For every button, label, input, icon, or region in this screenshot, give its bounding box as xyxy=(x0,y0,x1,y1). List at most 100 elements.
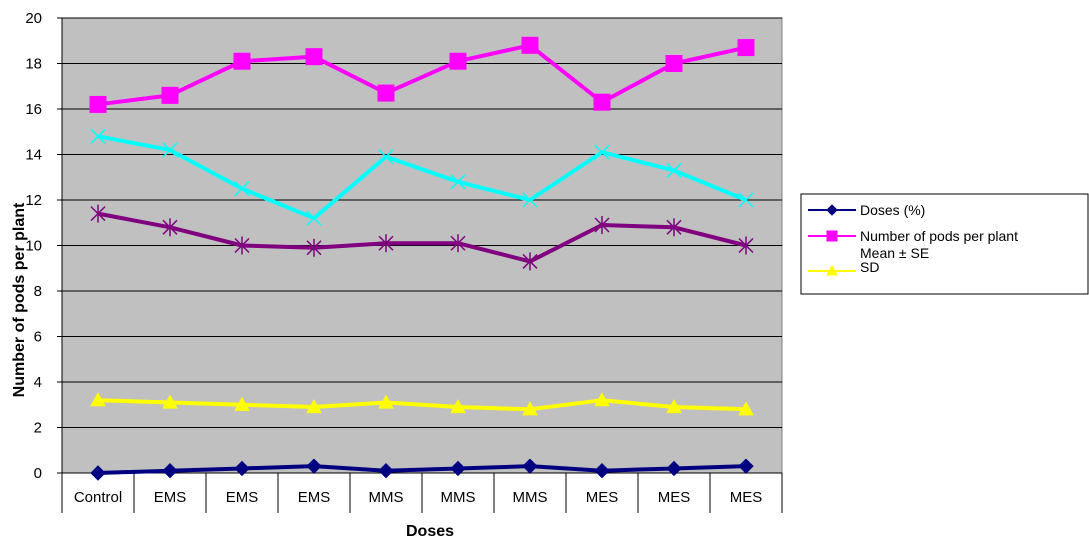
series-3-point-3-b xyxy=(306,210,322,226)
x-tick-label-6: MMS xyxy=(513,489,548,506)
series-4-point-5 xyxy=(450,234,466,253)
series-1-point-9 xyxy=(737,39,755,57)
y-tick-label-7: 14 xyxy=(25,147,42,164)
series-4-point-2 xyxy=(234,236,250,255)
series-2-point-1 xyxy=(162,394,178,409)
series-2-point-3 xyxy=(306,398,322,414)
series-3-point-6 xyxy=(522,192,538,208)
legend-marker-3 xyxy=(826,264,838,276)
series-0-point-3 xyxy=(306,458,322,474)
series-1-point-7 xyxy=(593,93,611,111)
series-3-point-9 xyxy=(738,192,754,208)
series-3-point-7-b xyxy=(594,144,610,160)
series-2-point-4 xyxy=(378,394,394,409)
series-0-point-9 xyxy=(738,458,754,474)
series-4-point-6 xyxy=(522,252,538,271)
series-2-point-5 xyxy=(450,398,466,414)
y-axis-title: Number of pods per plant xyxy=(11,202,28,397)
series-line-3 xyxy=(97,134,747,221)
series-3-point-4-b xyxy=(378,149,394,165)
series-1-point-4 xyxy=(377,84,395,102)
series-1-point-1 xyxy=(161,86,179,104)
series-3-point-3 xyxy=(306,210,322,226)
gridlines xyxy=(61,17,782,474)
series-2-point-7 xyxy=(594,392,610,407)
y-tick-label-8: 16 xyxy=(25,101,42,118)
legend-label-pods: Number of pods per plant xyxy=(860,228,1018,244)
y-tick-label-9: 18 xyxy=(25,56,42,73)
series-0-point-7 xyxy=(594,463,610,479)
legend-label-mean-se: Mean ± SE xyxy=(860,245,929,261)
x-axis-ticks: Control EMS EMS EMS MMS MMS MMS MES MES MES xyxy=(61,473,783,513)
y-tick-label-4: 8 xyxy=(34,283,42,300)
series-2-point-0 xyxy=(90,392,106,407)
series-4-point-4 xyxy=(378,234,394,253)
y-tick-label-1: 2 xyxy=(34,420,42,437)
x-tick-label-4: MMS xyxy=(369,489,404,506)
series-3-point-2 xyxy=(234,181,250,197)
legend-marker-0 xyxy=(826,204,838,216)
series-1-point-2 xyxy=(233,52,251,70)
y-tick-label-0: 0 xyxy=(34,465,42,482)
y-tick-label-6: 12 xyxy=(25,192,42,209)
series-3-point-0-b xyxy=(90,128,106,144)
series-line-0 xyxy=(97,464,747,475)
x-tick-label-9: MES xyxy=(730,489,763,506)
series-3-point-6-b xyxy=(522,192,538,208)
series-0-point-0 xyxy=(90,465,106,481)
legend-label-sd: SD xyxy=(860,259,879,275)
x-tick-label-5: MMS xyxy=(441,489,476,506)
x-tick-label-0: Control xyxy=(74,489,122,506)
series-lines xyxy=(89,36,755,481)
series-3-point-5-b xyxy=(450,174,466,190)
series-2-point-2 xyxy=(234,396,250,411)
series-3-point-9-b xyxy=(738,192,754,208)
series-4-point-3 xyxy=(306,238,322,257)
legend-label-doses: Doses (%) xyxy=(860,202,925,218)
y-tick-label-2: 4 xyxy=(34,374,42,391)
series-1-point-0 xyxy=(89,95,107,113)
series-2-point-6 xyxy=(522,401,538,416)
series-line-2 xyxy=(97,398,747,412)
series-1-point-8 xyxy=(665,55,683,72)
series-3-point-0 xyxy=(90,128,106,144)
series-3-point-8-b xyxy=(666,162,682,178)
series-1-point-6 xyxy=(521,36,539,54)
series-3-point-7 xyxy=(594,144,610,160)
series-3-point-1-b xyxy=(162,142,178,158)
series-line-4 xyxy=(97,211,747,264)
x-tick-label-8: MES xyxy=(658,489,691,506)
y-tick-label-3: 6 xyxy=(34,329,42,346)
series-3-point-4 xyxy=(378,149,394,165)
series-2-point-8 xyxy=(666,398,682,414)
y-tick-label-5: 10 xyxy=(25,238,42,255)
series-3-point-5 xyxy=(450,174,466,190)
series-4-point-9 xyxy=(738,236,754,255)
series-2-point-9 xyxy=(738,401,754,416)
series-4-point-1 xyxy=(162,218,178,237)
series-0-point-1 xyxy=(162,463,178,479)
y-axis-ticks: 0 2 4 6 8 10 12 14 16 18 20 xyxy=(25,10,62,482)
x-tick-label-7: MES xyxy=(586,489,619,506)
y-tick-label-10: 20 xyxy=(25,10,42,27)
series-0-point-6 xyxy=(522,458,538,474)
series-4-point-8 xyxy=(666,218,682,237)
series-3-point-1 xyxy=(162,142,178,158)
series-1-point-3 xyxy=(305,48,323,66)
series-0-point-2 xyxy=(234,460,250,477)
x-axis-title: Doses xyxy=(406,523,454,540)
legend-marker-1 xyxy=(826,230,838,242)
series-0-point-5 xyxy=(450,460,466,477)
x-tick-label-3: EMS xyxy=(298,489,331,506)
series-3-point-8 xyxy=(666,162,682,178)
series-0-point-8 xyxy=(666,460,682,477)
series-4-point-0 xyxy=(90,204,106,223)
legend-markers xyxy=(808,204,856,276)
series-4-point-7 xyxy=(594,216,610,235)
series-line-1 xyxy=(97,43,747,107)
series-1-point-5 xyxy=(449,52,467,70)
series-3-point-2-b xyxy=(234,181,250,197)
series-0-point-4 xyxy=(378,463,394,479)
x-tick-label-1: EMS xyxy=(154,489,187,506)
